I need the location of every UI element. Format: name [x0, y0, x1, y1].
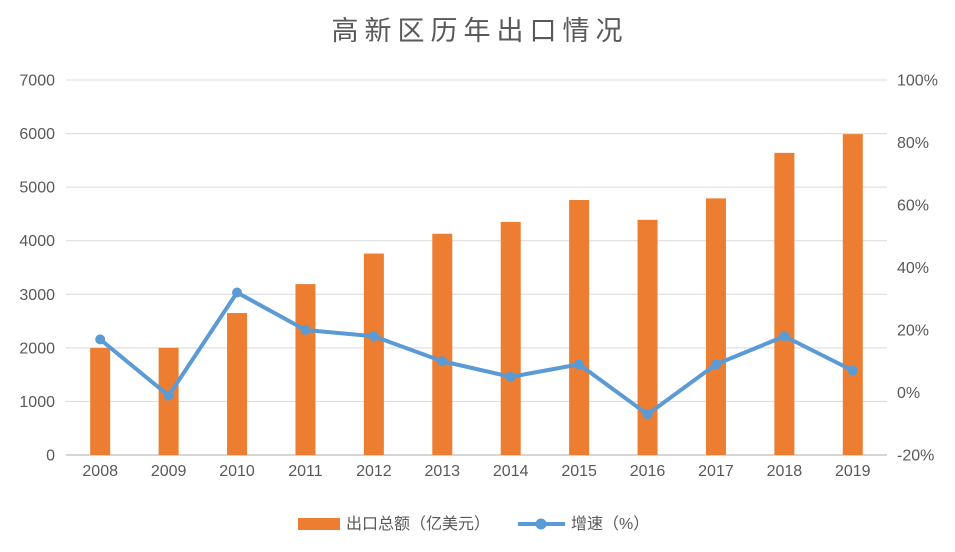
x-axis-label-2017: 2017	[698, 463, 734, 480]
bar-2013	[432, 233, 453, 455]
bar-2009	[158, 347, 179, 455]
legend-marker-icon	[535, 518, 547, 530]
left-axis-label-7000: 7000	[19, 73, 55, 90]
growth-line-group	[95, 287, 858, 420]
growth-marker-2018	[779, 331, 790, 342]
legend-swatch-exports	[298, 518, 340, 530]
growth-marker-2015	[574, 359, 585, 370]
bar-2015	[569, 200, 590, 455]
x-axis-label-2013: 2013	[424, 463, 460, 480]
legend-label-growth: 增速（%）	[571, 515, 649, 533]
growth-marker-2016	[642, 409, 653, 420]
growth-marker-2019	[847, 365, 858, 376]
bar-2014	[500, 221, 521, 455]
growth-marker-2008	[95, 334, 106, 345]
axis-labels-group: 0 1000 2000 3000 4000 5000 6000 7000 -20% 0% 20% 40…	[19, 73, 938, 481]
right-axis-label--20: -20%	[897, 448, 934, 465]
growth-line	[98, 290, 855, 417]
x-axis-label-2010: 2010	[219, 463, 255, 480]
x-axis-label-2016: 2016	[630, 463, 666, 480]
growth-marker-2014	[505, 371, 516, 382]
right-axis-label-100: 100%	[897, 73, 938, 90]
growth-marker-2010	[232, 287, 243, 298]
x-axis-label-2014: 2014	[493, 463, 529, 480]
bar-2017	[705, 198, 726, 455]
left-axis-label-5000: 5000	[19, 180, 55, 197]
growth-marker-2012	[368, 331, 379, 342]
left-axis-label-1000: 1000	[19, 394, 55, 411]
bar-2018	[774, 152, 795, 455]
x-axis-label-2015: 2015	[561, 463, 597, 480]
left-axis-label-4000: 4000	[19, 233, 55, 250]
left-axis-label-0: 0	[46, 448, 55, 465]
x-axis-label-2008: 2008	[82, 463, 118, 480]
legend: 出口总额（亿美元） 增速（%）	[298, 515, 649, 533]
growth-marker-2011	[300, 325, 311, 335]
right-axis-label-60: 60%	[897, 198, 929, 215]
right-axis-label-80: 80%	[897, 135, 929, 152]
left-axis-label-3000: 3000	[19, 287, 55, 304]
left-axis-label-2000: 2000	[19, 340, 55, 357]
chart-title: 高新区历年出口情况	[332, 16, 629, 46]
x-axis-label-2018: 2018	[767, 463, 803, 480]
left-axis-label-6000: 6000	[19, 126, 55, 143]
growth-marker-2017	[710, 359, 721, 370]
gridlines-group	[66, 79, 887, 456]
bar-2008	[90, 347, 111, 455]
bar-2019	[842, 134, 863, 455]
legend-label-exports: 出口总额（亿美元）	[346, 515, 490, 533]
x-axis-label-2019: 2019	[835, 463, 871, 480]
growth-marker-2013	[437, 356, 448, 367]
right-axis-label-0: 0%	[897, 385, 920, 402]
right-axis-label-40: 40%	[897, 260, 929, 277]
bar-2012	[363, 253, 384, 455]
x-axis-label-2011: 2011	[288, 463, 323, 480]
growth-marker-2009	[163, 390, 174, 401]
x-axis-label-2012: 2012	[356, 463, 392, 480]
bar-2010	[227, 313, 248, 455]
right-axis-label-20: 20%	[897, 323, 929, 340]
x-axis-label-2009: 2009	[151, 463, 187, 480]
bar-2011	[295, 284, 316, 455]
bar-2016	[637, 219, 658, 455]
